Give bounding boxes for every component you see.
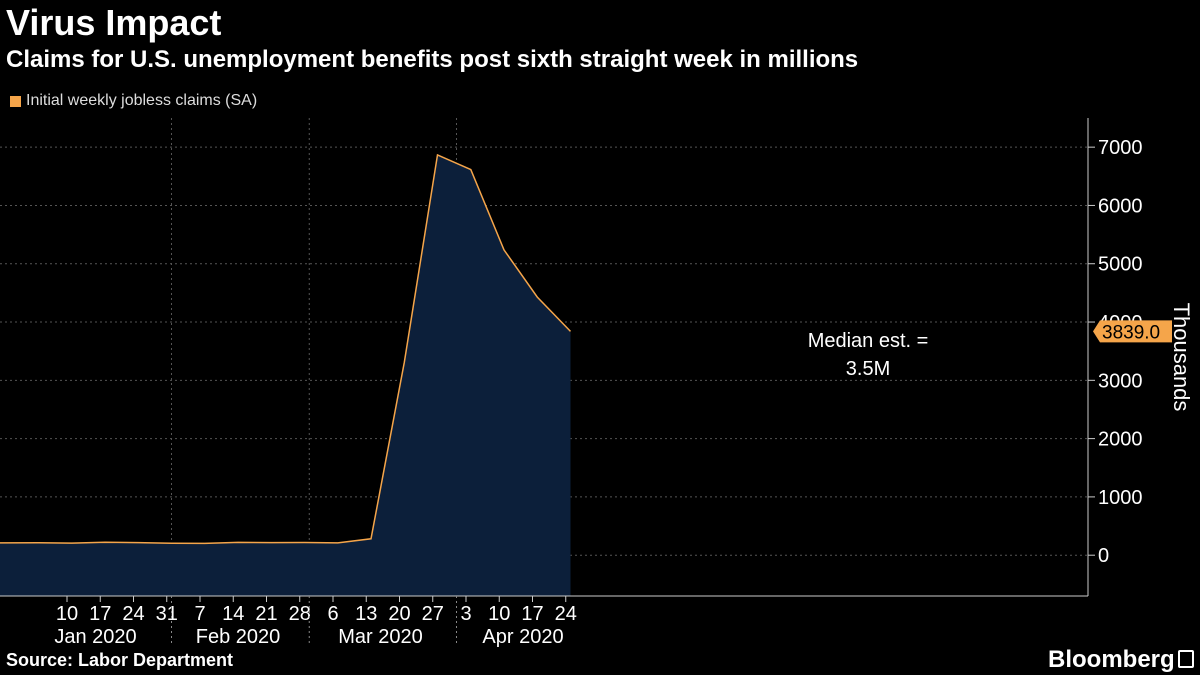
x-tick-label: 20 <box>388 603 410 625</box>
x-tick-label: 10 <box>56 603 78 625</box>
x-tick-label: 28 <box>289 603 311 625</box>
y-tick-label: 1000 <box>1098 487 1143 509</box>
source-note: Source: Labor Department <box>6 650 234 670</box>
legend-swatch <box>10 95 21 107</box>
x-tick-label: 17 <box>89 603 111 625</box>
y-tick-label: 5000 <box>1098 254 1143 276</box>
x-tick-label: 24 <box>555 603 577 625</box>
chart-title: Virus Impact <box>6 2 222 43</box>
y-tick-label: 7000 <box>1098 137 1143 159</box>
y-tick-label: 3000 <box>1098 370 1143 392</box>
x-month-label: Feb 2020 <box>196 626 281 648</box>
legend-label: Initial weekly jobless claims (SA) <box>26 92 258 109</box>
series-area <box>0 154 571 596</box>
annotation-line1: Median est. = <box>808 330 929 352</box>
x-tick-label: 24 <box>122 603 144 625</box>
x-tick-label: 21 <box>255 603 277 625</box>
brand-logo: Bloomberg <box>1048 646 1175 673</box>
legend: Initial weekly jobless claims (SA) <box>10 92 257 110</box>
x-tick-label: 27 <box>422 603 444 625</box>
x-tick-label: 31 <box>156 603 178 625</box>
x-tick-label: 3 <box>460 603 471 625</box>
x-month-label: Jan 2020 <box>54 626 136 648</box>
y-tick-label: 0 <box>1098 545 1109 567</box>
y-tick-label: 2000 <box>1098 429 1143 451</box>
chart-subtitle: Claims for U.S. unemployment benefits po… <box>6 46 859 73</box>
y-tick-label: 6000 <box>1098 195 1143 217</box>
last-value-badge <box>1093 320 1172 343</box>
annotation-line2: 3.5M <box>846 358 890 380</box>
x-month-label: Mar 2020 <box>338 626 423 648</box>
last-value-label: 3839.0 <box>1102 322 1160 343</box>
x-tick-label: 14 <box>222 603 244 625</box>
x-tick-label: 7 <box>194 603 205 625</box>
x-month-label: Apr 2020 <box>482 626 563 648</box>
series-line <box>0 153 572 545</box>
x-tick-label: 17 <box>521 603 543 625</box>
x-tick-label: 13 <box>355 603 377 625</box>
y-axis-title: Thousands <box>1169 303 1194 412</box>
terminal-icon <box>1178 650 1194 668</box>
x-tick-label: 6 <box>327 603 338 625</box>
x-tick-label: 10 <box>488 603 510 625</box>
